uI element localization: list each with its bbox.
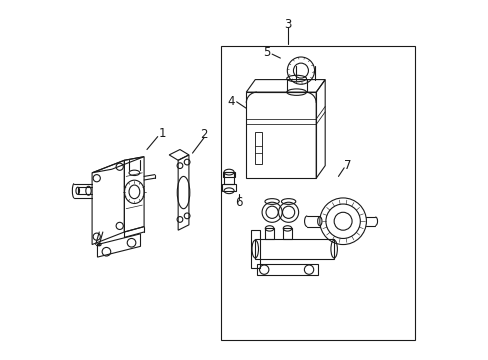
Bar (223, 172, 235, 177)
Bar (265, 228, 273, 239)
Text: 4: 4 (226, 95, 234, 108)
Text: 5: 5 (263, 46, 270, 59)
Bar (221, 45, 414, 339)
Bar (250, 230, 260, 268)
Text: 3: 3 (283, 18, 291, 31)
Bar (224, 172, 234, 184)
Bar (255, 132, 261, 164)
Text: 6: 6 (235, 196, 242, 209)
Bar (283, 228, 291, 239)
Text: 1: 1 (158, 127, 165, 140)
Text: 7: 7 (344, 159, 351, 172)
Bar (246, 92, 316, 178)
Bar (257, 264, 317, 275)
Bar (222, 184, 235, 191)
Bar (255, 239, 333, 259)
Text: 2: 2 (200, 127, 208, 141)
